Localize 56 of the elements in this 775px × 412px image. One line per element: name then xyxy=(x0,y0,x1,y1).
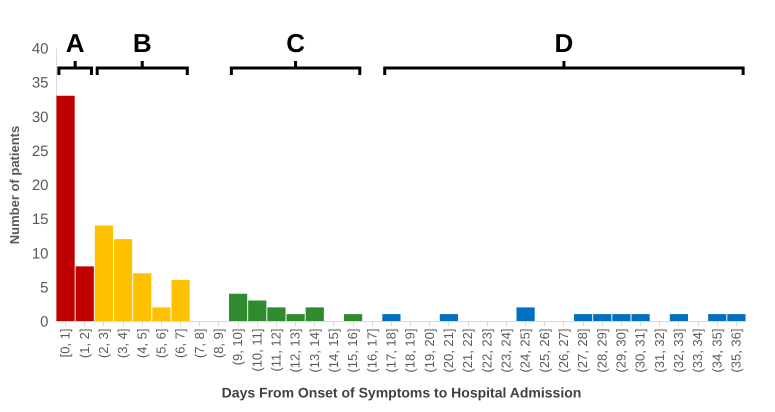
x-axis-title: Days From Onset of Symptoms to Hospital Admission xyxy=(222,384,582,401)
y-tick-label: 15 xyxy=(32,211,48,228)
x-tick-label: (24, 25] xyxy=(518,328,533,373)
x-tick-label: (16, 17] xyxy=(364,328,380,373)
y-tick-label: 35 xyxy=(32,74,48,92)
bar xyxy=(440,314,458,321)
bar xyxy=(382,314,401,321)
x-tick-label: (27, 28] xyxy=(575,328,590,373)
x-tick-label: (26, 27] xyxy=(556,328,571,373)
x-tick-label: (30, 31] xyxy=(632,328,648,373)
bar xyxy=(516,307,535,321)
bar xyxy=(344,314,362,321)
annotation: D xyxy=(554,28,574,58)
x-tick-label: (34, 35] xyxy=(709,328,724,373)
x-tick-label: (19, 20] xyxy=(422,328,437,373)
x-tick-label: (1, 2] xyxy=(76,328,92,358)
y-tick-label: 20 xyxy=(32,177,48,194)
x-tick-label: (3, 4] xyxy=(115,328,130,358)
x-tick-label: (28, 29] xyxy=(594,328,610,373)
y-tick-label: 40 xyxy=(32,40,48,58)
x-tick-label: (12, 13] xyxy=(288,328,303,373)
x-tick-label: [0, 1] xyxy=(58,328,73,358)
x-tick-label: (25, 26] xyxy=(536,328,552,373)
annotation: B xyxy=(132,28,152,58)
x-tick-label: (20, 21] xyxy=(440,328,456,373)
x-tick-label: (21, 22] xyxy=(460,328,476,373)
x-tick-label: (11, 12] xyxy=(268,328,284,372)
x-tick-label: (17, 18] xyxy=(383,328,398,373)
annotation: C xyxy=(286,28,306,58)
x-tick-label: (5, 6] xyxy=(153,328,168,358)
x-tick-label: (31, 32] xyxy=(652,328,667,373)
y-tick-label: 0 xyxy=(40,314,48,330)
x-tick-label: (14, 15] xyxy=(326,328,341,373)
bar xyxy=(670,314,688,321)
x-tick-label: (8, 9] xyxy=(210,328,226,358)
annotation: A xyxy=(66,28,85,58)
x-tick-label: (6, 7] xyxy=(172,328,188,358)
x-tick-label: (10, 11] xyxy=(249,328,264,372)
x-tick-label: (33, 34] xyxy=(690,328,706,373)
x-tick-label: (13, 14] xyxy=(306,328,322,373)
x-tick-label: (18, 19] xyxy=(402,328,418,373)
x-tick-label: (7, 8] xyxy=(192,328,207,358)
x-tick-label: (23, 24] xyxy=(498,328,514,373)
y-tick-label: 25 xyxy=(32,142,48,160)
x-tick-label: (35, 36] xyxy=(728,328,744,373)
x-tick-label: (32, 33] xyxy=(670,328,686,373)
x-tick-label: (15, 16] xyxy=(345,328,360,373)
y-tick-label: 5 xyxy=(40,279,48,296)
y-tick-label: 30 xyxy=(32,108,48,126)
x-tick-label: (4, 5] xyxy=(134,328,150,358)
y-axis-title: Number of patients xyxy=(6,126,22,244)
y-tick-label: 10 xyxy=(32,245,48,262)
x-tick-label: (22, 23] xyxy=(479,328,494,373)
x-tick-label: (29, 30] xyxy=(613,328,628,373)
x-tick-label: (9, 10] xyxy=(230,328,246,366)
x-tick-label: (2, 3] xyxy=(96,328,111,358)
